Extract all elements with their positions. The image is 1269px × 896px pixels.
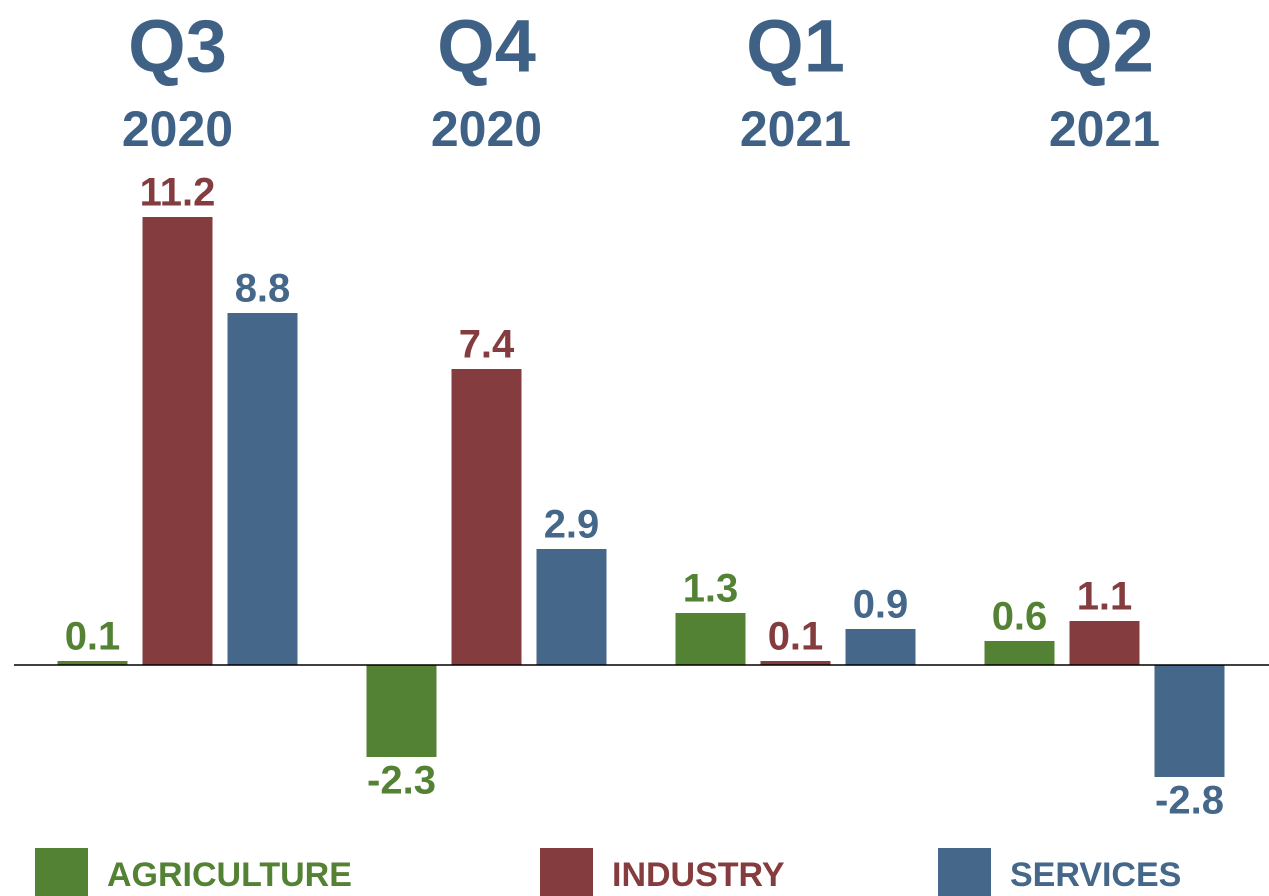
bar xyxy=(142,217,213,665)
category-label: Q3 xyxy=(128,5,227,88)
legend-label: INDUSTRY xyxy=(612,856,785,894)
category-year: 2020 xyxy=(122,101,233,157)
data-label: 1.3 xyxy=(683,567,739,611)
bar xyxy=(451,369,522,665)
category-year: 2021 xyxy=(1049,101,1160,157)
bar xyxy=(536,549,607,665)
bar xyxy=(227,313,298,665)
data-label: 0.9 xyxy=(853,583,909,627)
data-label: 0.6 xyxy=(992,595,1048,639)
data-label: 7.4 xyxy=(459,323,515,367)
bar xyxy=(1154,665,1225,777)
bar xyxy=(984,641,1055,665)
data-label: 1.1 xyxy=(1077,575,1133,619)
data-label: -2.8 xyxy=(1155,779,1224,823)
data-label: 11.2 xyxy=(140,171,216,215)
legend-label: SERVICES xyxy=(1010,856,1181,894)
category-label: Q4 xyxy=(437,5,536,88)
bar xyxy=(845,629,916,665)
legend-swatch xyxy=(938,848,991,896)
category-label: Q1 xyxy=(746,5,845,88)
legend-label: AGRICULTURE xyxy=(107,856,352,894)
data-label: 2.9 xyxy=(544,503,600,547)
data-label: -2.3 xyxy=(367,759,436,803)
category-year: 2020 xyxy=(431,101,542,157)
bar xyxy=(366,665,437,757)
data-label: 0.1 xyxy=(65,615,121,659)
bar xyxy=(760,661,831,665)
category-label: Q2 xyxy=(1055,5,1154,88)
data-label: 8.8 xyxy=(235,267,291,311)
legend-swatch xyxy=(35,848,88,896)
category-year: 2021 xyxy=(740,101,851,157)
bar xyxy=(1069,621,1140,665)
data-label: 0.1 xyxy=(768,615,824,659)
bar xyxy=(57,661,128,665)
bar xyxy=(675,613,746,665)
legend-swatch xyxy=(540,848,593,896)
